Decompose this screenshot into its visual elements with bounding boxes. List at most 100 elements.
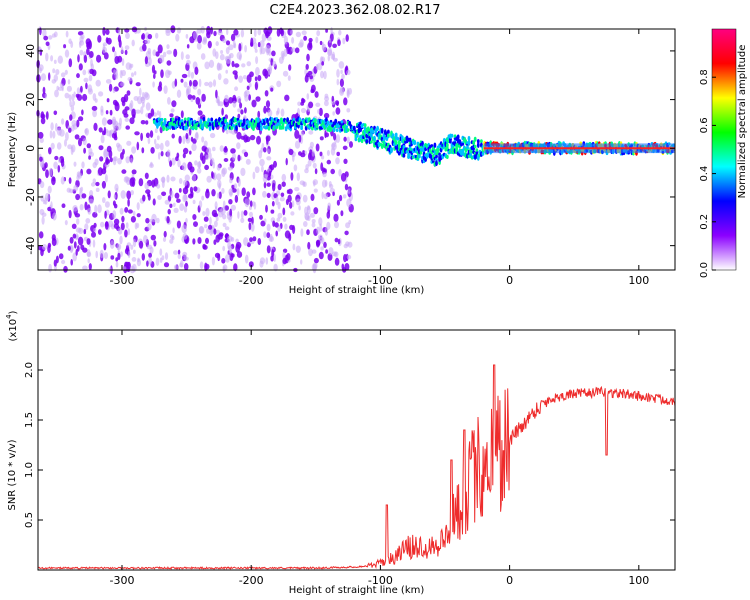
spectrogram-noise-cell	[327, 49, 333, 56]
spectrogram-noise-cell	[233, 29, 239, 36]
spectrogram-noise-cell	[215, 41, 219, 47]
spectrogram-noise-cell	[74, 213, 81, 218]
spectrogram-noise-cell	[224, 114, 228, 120]
spectrogram-noise-cell	[197, 253, 201, 260]
snr-series-line	[38, 364, 676, 570]
spectrogram-noise-cell	[221, 187, 225, 194]
spectrogram-noise-cell	[255, 66, 260, 76]
spectrogram-noise-cell	[294, 187, 300, 192]
spectrogram-noise-cell	[348, 87, 352, 95]
spectrogram-noise-cell	[333, 132, 337, 141]
spectrogram-noise-cell	[339, 87, 345, 96]
spectrogram-noise-cell	[197, 237, 202, 244]
spectrogram-noise-cell	[308, 101, 314, 109]
spectrogram-noise-cell	[211, 171, 214, 179]
spectrogram-noise-cell	[129, 177, 135, 187]
spectrogram-noise-cell	[115, 187, 119, 193]
spectrogram-noise-cell	[216, 164, 221, 171]
spectrogram-noise-cell	[108, 83, 113, 92]
spectrogram-noise-cell	[153, 112, 157, 117]
spectrogram-noise-cell	[177, 249, 181, 255]
spectrogram-noise-cell	[192, 238, 196, 245]
spectrogram-noise-cell	[189, 150, 192, 155]
spectrogram-noise-cell	[124, 49, 128, 56]
spectrogram-noise-cell	[254, 48, 258, 53]
spectrogram-noise-cell	[56, 85, 59, 91]
spectrogram-noise-cell	[186, 59, 191, 66]
spectrogram-noise-cell	[44, 93, 47, 99]
spectrogram-noise-cell	[290, 211, 295, 216]
spectrogram-noise-cell	[131, 146, 137, 154]
spectrogram-noise-cell	[144, 172, 149, 179]
colorbar-tick-label: 0.4	[699, 166, 710, 182]
spectrogram-noise-cell	[225, 69, 228, 74]
spectrogram-noise-cell	[218, 232, 224, 237]
spectrogram-noise-cell	[61, 259, 66, 265]
spectrogram-noise-cell	[206, 147, 212, 155]
spectrogram-noise-cell	[213, 30, 217, 37]
spectrogram-noise-cell	[215, 98, 219, 104]
spectrogram-noise-cell	[48, 263, 52, 273]
spectrogram-noise-cell	[41, 216, 45, 225]
spectrogram-noise-cell	[183, 205, 188, 213]
spectrogram-noise-cell	[99, 156, 104, 162]
spectrogram-noise-cell	[92, 178, 97, 184]
spectrogram-noise-cell	[346, 136, 350, 144]
spectrogram-noise-cell	[341, 73, 345, 80]
spectrogram-signal-cell	[396, 136, 400, 141]
spectrogram-noise-cell	[204, 81, 209, 87]
colorbar-tick-label: 0.8	[699, 69, 710, 85]
spectrogram-noise-cell	[301, 30, 307, 36]
spectrogram-noise-cell	[201, 195, 205, 201]
spectrogram-noise-cell	[338, 61, 345, 69]
spectrogram-noise-cell	[311, 222, 316, 228]
spectrogram-noise-cell	[136, 258, 141, 267]
spectrogram-noise-cell	[300, 101, 305, 106]
spectrogram-signal-cell	[252, 125, 255, 131]
spectrogram-noise-cell	[105, 79, 112, 84]
spectrogram-noise-cell	[90, 59, 93, 67]
spectrogram-noise-cell	[282, 70, 289, 77]
spectrogram-noise-cell	[64, 139, 67, 147]
spectrogram-noise-cell	[148, 257, 153, 265]
spectrogram-noise-cell	[255, 96, 261, 102]
spectrogram-noise-cell	[263, 231, 267, 238]
spectrogram-noise-cell	[39, 156, 43, 162]
spectrogram-noise-cell	[232, 152, 236, 161]
spectrogram-noise-cell	[316, 30, 321, 37]
spectrogram-noise-cell	[328, 247, 334, 256]
spectrogram-noise-cell	[215, 234, 220, 243]
spectrogram-noise-cell	[145, 217, 150, 224]
spectrogram-noise-cell	[52, 33, 56, 38]
snr-multiplier-exponent: 4	[5, 314, 13, 319]
spectrogram-signal-cell	[202, 117, 206, 122]
spectrogram-noise-cell	[103, 252, 108, 259]
spectrogram-signal-cell	[160, 117, 164, 122]
spectrogram-noise-cell	[117, 157, 122, 165]
spectrogram-noise-cell	[244, 107, 247, 114]
spectrogram-signal-cell	[476, 139, 480, 144]
spectrogram-noise-cell	[127, 209, 133, 214]
spectrogram-noise-cell	[45, 169, 49, 179]
spectrogram-noise-cell	[344, 183, 349, 191]
spectrogram-noise-cell	[120, 82, 125, 87]
spectrogram-noise-cell	[80, 34, 85, 40]
spectrogram-noise-cell	[246, 191, 251, 199]
spectrogram-noise-cell	[112, 210, 117, 219]
spectrogram-noise-cell	[255, 56, 259, 65]
spectrogram-noise-cell	[289, 201, 293, 209]
spectrogram-noise-cell	[343, 243, 348, 249]
spectrogram-noise-cell	[121, 58, 125, 66]
spectrogram-noise-cell	[286, 189, 290, 194]
spectrogram-noise-cell	[121, 215, 125, 223]
spectrogram-noise-cell	[192, 174, 197, 182]
spectrogram-signal-cell	[436, 148, 440, 152]
spectrogram-noise-cell	[258, 150, 263, 159]
spectrogram-noise-cell	[324, 130, 327, 139]
spectrogram-noise-cell	[247, 217, 253, 223]
spectrogram-noise-cell	[229, 252, 234, 262]
spectrogram-noise-cell	[220, 50, 224, 54]
spectrogram-noise-cell	[307, 241, 311, 250]
spectrogram-signal-cell	[473, 144, 477, 149]
spectrogram-noise-cell	[185, 200, 188, 207]
